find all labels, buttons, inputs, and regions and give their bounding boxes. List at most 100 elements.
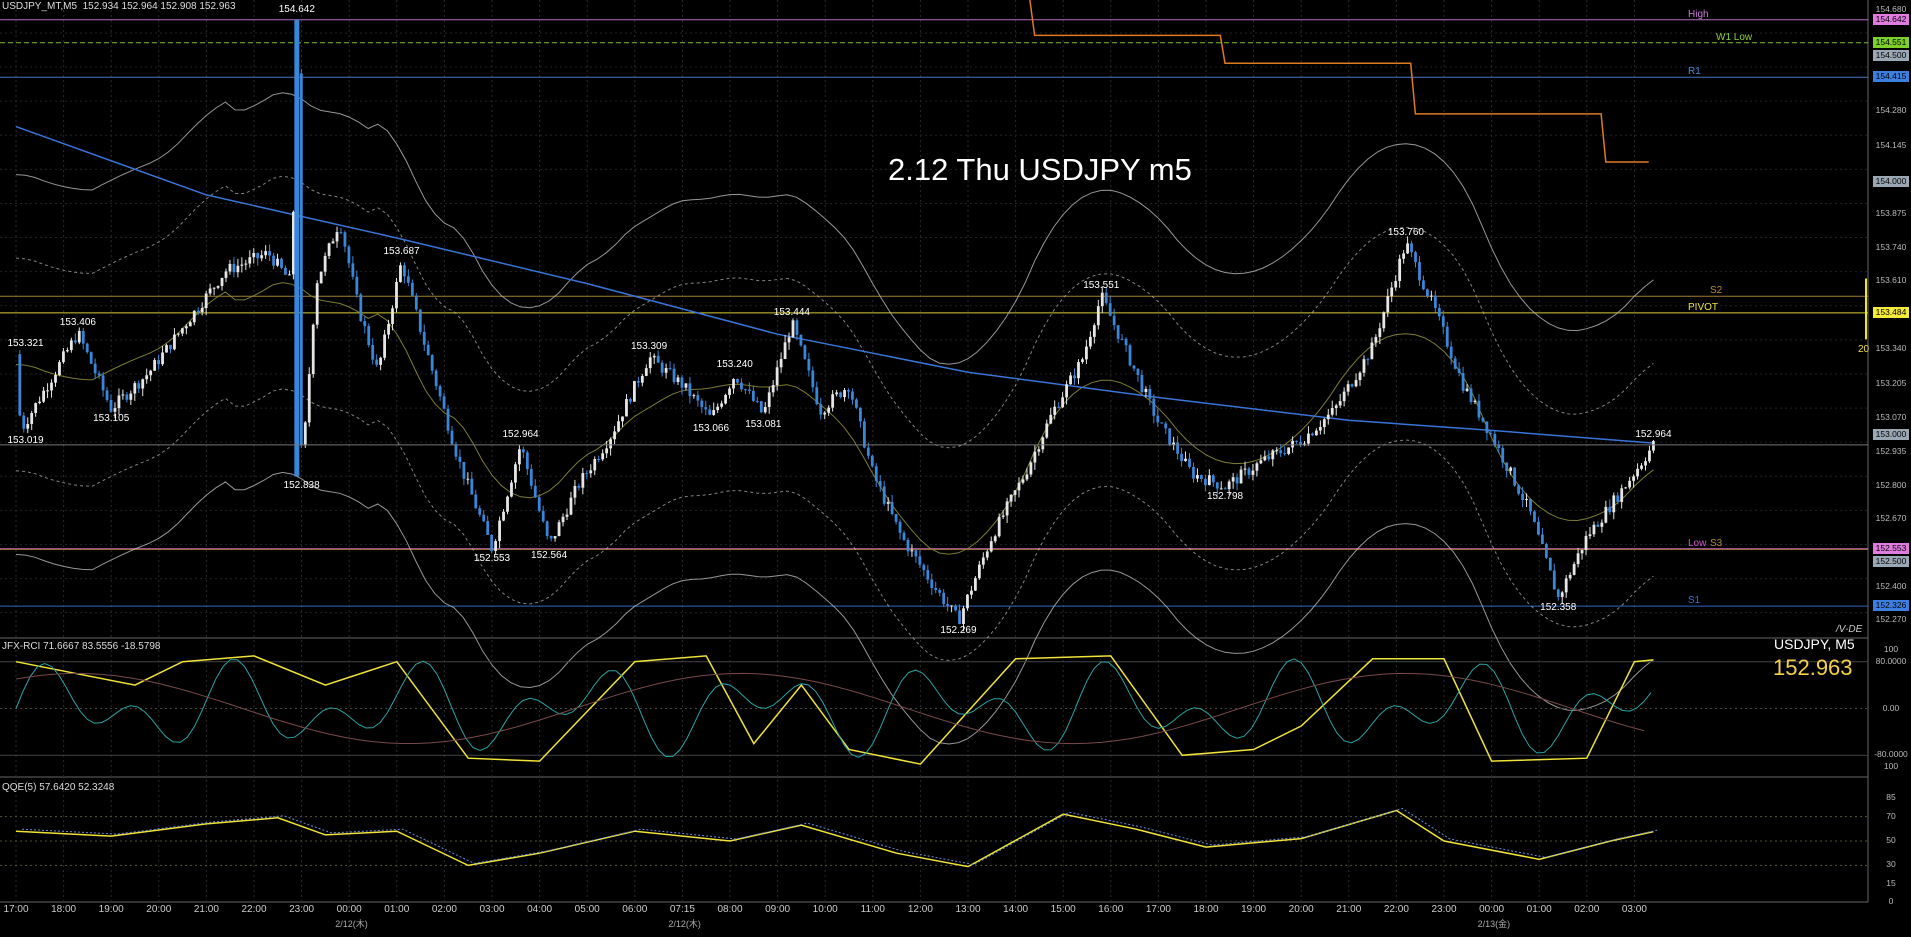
- candle-body: [855, 399, 858, 408]
- candle-body: [930, 579, 934, 589]
- candle-body: [589, 470, 593, 474]
- date-label: 2/13(金): [1477, 919, 1511, 929]
- candle-body: [514, 464, 517, 483]
- price-label: 153.687: [383, 245, 420, 257]
- candle-body: [962, 608, 965, 625]
- level-label: High: [1688, 8, 1709, 20]
- candle-body: [1612, 495, 1616, 513]
- candle-body: [1207, 475, 1211, 486]
- candle-body: [537, 497, 541, 511]
- candle-body: [1053, 406, 1057, 415]
- qqe-line: [15, 809, 1654, 868]
- candle-body: [1152, 398, 1156, 416]
- candle-body: [1441, 316, 1445, 327]
- candle-body: [85, 343, 89, 353]
- candle-body: [1342, 391, 1346, 402]
- candle-body: [938, 590, 942, 593]
- candle-body: [1616, 495, 1620, 502]
- price-axis-tick: 153.070: [1875, 411, 1907, 422]
- candle-body: [291, 211, 295, 275]
- candle-body: [970, 590, 973, 595]
- candle-body: [1540, 534, 1544, 545]
- time-axis-tick: 18:00: [51, 904, 77, 915]
- candle-body: [260, 255, 264, 259]
- candle-body: [569, 497, 573, 515]
- qqe-axis-tick: 15: [1886, 877, 1896, 888]
- candle-body: [672, 368, 676, 383]
- candle-body: [1632, 476, 1635, 481]
- price-label: 152.564: [531, 549, 568, 561]
- candle-body: [1021, 479, 1025, 483]
- candle-body: [395, 282, 398, 309]
- candle-body: [747, 389, 751, 392]
- candle-body: [414, 295, 418, 310]
- candle-body: [1418, 262, 1421, 281]
- candle-body: [1525, 498, 1528, 501]
- candle-body: [355, 276, 359, 295]
- time-axis-tick: 13:00: [955, 904, 981, 915]
- candle-body: [26, 424, 30, 429]
- candle-body: [973, 578, 977, 591]
- candle-body: [724, 394, 727, 404]
- candle-body: [1378, 328, 1382, 337]
- candle-body: [1255, 463, 1259, 471]
- candle-body: [1564, 578, 1568, 593]
- candle-body: [1354, 380, 1358, 387]
- candle-body: [1576, 553, 1580, 565]
- candle-body: [1045, 423, 1049, 438]
- candle-body: [196, 310, 200, 313]
- price-label: 152.358: [1540, 601, 1577, 613]
- candle-body: [1596, 524, 1600, 527]
- candle-body: [1533, 511, 1536, 522]
- candle-body: [1322, 419, 1326, 428]
- candle-body: [521, 449, 525, 453]
- price-axis-tick: 153.740: [1875, 242, 1907, 253]
- time-axis-tick: 21:00: [193, 904, 219, 915]
- time-axis-tick: 09:00: [765, 904, 791, 915]
- candle-body: [771, 385, 775, 393]
- price-axis-tick: 154.280: [1875, 105, 1907, 116]
- candle-body: [894, 514, 898, 522]
- candle-body: [391, 308, 394, 325]
- candle-body: [204, 293, 208, 309]
- candle-body: [934, 588, 938, 591]
- candle-body: [799, 334, 803, 346]
- price-label: 152.553: [473, 552, 511, 564]
- candle-body: [311, 324, 315, 375]
- candle-body: [981, 557, 985, 565]
- candle-body: [299, 73, 303, 446]
- candle-body: [1620, 488, 1624, 502]
- candle-body: [660, 362, 664, 373]
- candle-body: [1517, 485, 1521, 494]
- candle-body: [1437, 308, 1441, 317]
- time-axis-tick: 14:00: [1003, 904, 1029, 915]
- candle-body: [712, 410, 716, 415]
- candle-body: [387, 324, 390, 335]
- candle-body: [866, 447, 870, 456]
- candle-body: [125, 394, 129, 400]
- candle-body: [1382, 312, 1386, 329]
- candle-body: [1037, 449, 1041, 452]
- candle-body: [1267, 456, 1271, 460]
- candle-body: [422, 331, 426, 345]
- candle-body: [1116, 325, 1120, 339]
- candle-body: [81, 331, 85, 344]
- candle-body: [1386, 296, 1390, 313]
- candle-body: [446, 408, 450, 431]
- candle-body: [1370, 342, 1374, 360]
- time-axis-tick: 00:00: [1479, 904, 1505, 915]
- candle-body: [1433, 295, 1437, 309]
- candle-body: [224, 271, 228, 278]
- candle-body: [101, 375, 105, 391]
- candle-body: [502, 511, 505, 521]
- price-tag: 152.500: [1873, 556, 1909, 568]
- candle-body: [803, 345, 807, 359]
- price-tag: 154.415: [1873, 71, 1909, 83]
- price-tag: 154.500: [1873, 49, 1909, 61]
- candle-body: [232, 263, 236, 273]
- candle-body: [474, 494, 478, 509]
- level-label: S2: [1710, 285, 1723, 297]
- candle-body: [1180, 453, 1183, 462]
- candle-body: [835, 392, 839, 395]
